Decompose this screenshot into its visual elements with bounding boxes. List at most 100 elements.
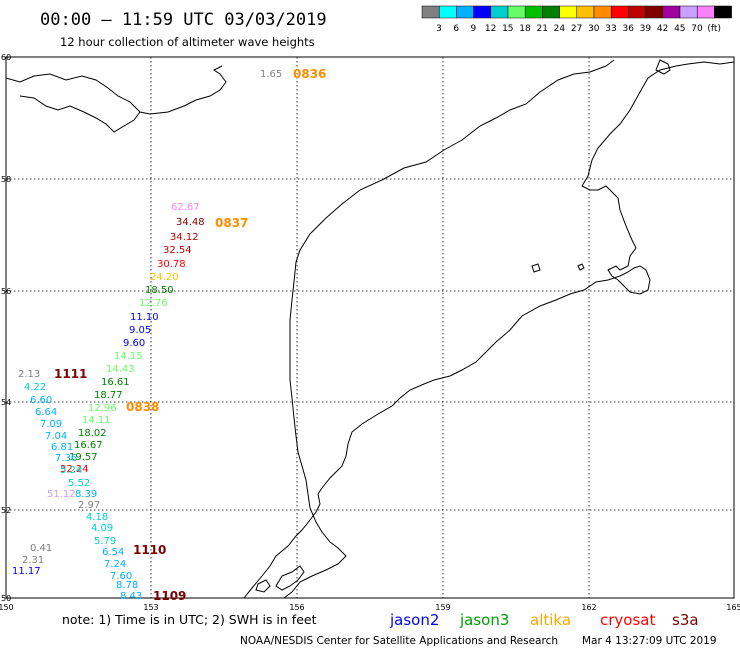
swh-value-label: 6.81 [51,442,73,453]
scale-swatch [542,5,560,19]
pass-time-label: 0838 [126,400,159,414]
y-tick-label: 58 [1,175,11,184]
paramushir-island [275,565,305,591]
swh-value-label: 18.77 [94,390,123,401]
swh-value-label: 6.60 [30,395,52,406]
scale-swatch [696,5,715,19]
swh-value-label: 62.67 [171,202,200,213]
shumshu-island [255,579,271,593]
swh-value-label: 16.67 [74,440,103,451]
swh-value-label: 8.43 [120,591,142,602]
scale-swatch [473,5,492,19]
swh-value-label: 1.65 [260,69,282,80]
small-island [531,263,541,273]
swh-value-label: 2.97 [78,500,100,511]
swh-value-label: 16.61 [101,377,130,388]
swh-value-label: 0.41 [30,543,52,554]
footer-timestamp: Mar 4 13:27:09 UTC 2019 [582,635,717,647]
scale-label: 21 [536,24,547,34]
scale-label: 36 [622,24,634,34]
swh-value-label: 5.52 [68,478,90,489]
swh-value-label: 14.43 [106,364,135,375]
scale-swatch [714,5,732,19]
scale-swatch [524,5,543,19]
x-tick-label: 165 [726,603,740,612]
scale-label: 12 [485,24,496,34]
swh-value-label: 6.54 [102,547,124,558]
map-frame [5,56,735,599]
footer-credit: NOAA/NESDIS Center for Satellite Applica… [240,635,558,647]
swh-value-label: 7.60 [110,571,132,582]
scale-label: (ft) [707,24,721,34]
y-axis-ticks: 60 58 56 54 52 50 [1,53,11,603]
scale-swatch [490,5,509,19]
wave-height-color-scale: 3 6 9 12 15 18 21 24 27 30 33 36 39 42 45 70 (ft) [421,5,732,34]
map-subtitle: 12 hour collection of altimeter wave hei… [60,35,315,49]
koni-peninsula-coastline [19,95,141,133]
wave-height-observations: 1.65 62.67 34.48 34.12 32.54 30.78 24.20 18.50 1… [12,69,282,602]
swh-value-label: 6.64 [35,407,57,418]
x-tick-label: 162 [581,603,596,612]
legend-cryosat: cryosat [600,611,655,629]
scale-label: 6 [453,24,459,34]
swh-value-label: 7.36 [55,453,77,464]
swh-value-label: 9.05 [129,325,151,336]
swh-value-label: 14.15 [114,351,143,362]
swh-value-label: 24.20 [150,272,179,283]
footer-note: note: 1) Time is in UTC; 2) SWH is in fe… [62,612,317,627]
swh-value-label: 8.39 [75,489,97,500]
scale-label: 9 [471,24,477,34]
swh-value-label: 2.13 [18,369,40,380]
scale-label: 45 [674,24,685,34]
legend-jason2: jason2 [389,611,439,629]
map-panel [5,56,735,599]
scale-label: 27 [571,24,582,34]
pass-time-label: 0836 [293,67,326,81]
y-tick-label: 56 [1,287,11,296]
x-tick-label: 153 [143,603,158,612]
kamchatka-coastline [243,61,735,599]
swh-value-label: 5.24 [60,465,82,476]
pass-time-label: 1110 [133,543,166,557]
scale-swatch [559,5,578,19]
y-tick-label: 60 [1,53,11,62]
scale-swatch [456,5,474,19]
swh-value-label: 18.02 [78,428,107,439]
scale-swatch [610,5,629,19]
map-title: 00:00 – 11:59 UTC 03/03/2019 [40,10,327,30]
scale-swatch [507,5,526,19]
swh-value-label: 4.22 [24,382,46,393]
scale-label: 70 [691,24,703,34]
scale-swatch [438,5,457,19]
legend-jason3: jason3 [459,611,509,629]
scale-swatch [679,5,698,19]
x-axis-ticks: 150 153 156 159 162 165 [0,603,740,612]
pass-time-labels: 0836 0837 0838 1111 1110 1109 [54,67,326,603]
pass-time-label: 1109 [153,589,186,603]
scale-label: 42 [657,24,668,34]
scale-label: 3 [436,24,442,34]
scale-swatch [593,5,612,19]
swh-value-label: 4.18 [86,512,108,523]
swh-value-label: 34.48 [176,217,205,228]
swh-value-label: 9.60 [123,338,145,349]
swh-value-label: 34.12 [170,232,199,243]
swh-value-label: 5.79 [94,536,116,547]
pass-time-label: 1111 [54,367,87,381]
swh-value-label: 18.50 [145,285,174,296]
x-tick-label: 150 [0,603,14,612]
swh-value-label: 12.96 [88,403,117,414]
scale-swatch [576,5,595,19]
y-tick-label: 54 [1,398,11,407]
scale-label: 30 [588,24,600,34]
y-tick-label: 50 [1,594,11,603]
scale-label: 33 [605,24,616,34]
x-tick-label: 156 [289,603,304,612]
scale-swatch [421,5,440,19]
swh-value-label: 32.54 [163,245,192,256]
swh-value-label: 30.78 [157,259,186,270]
scale-swatch [645,5,664,19]
swh-value-label: 7.04 [45,431,67,442]
legend-altika: altika [530,611,571,629]
